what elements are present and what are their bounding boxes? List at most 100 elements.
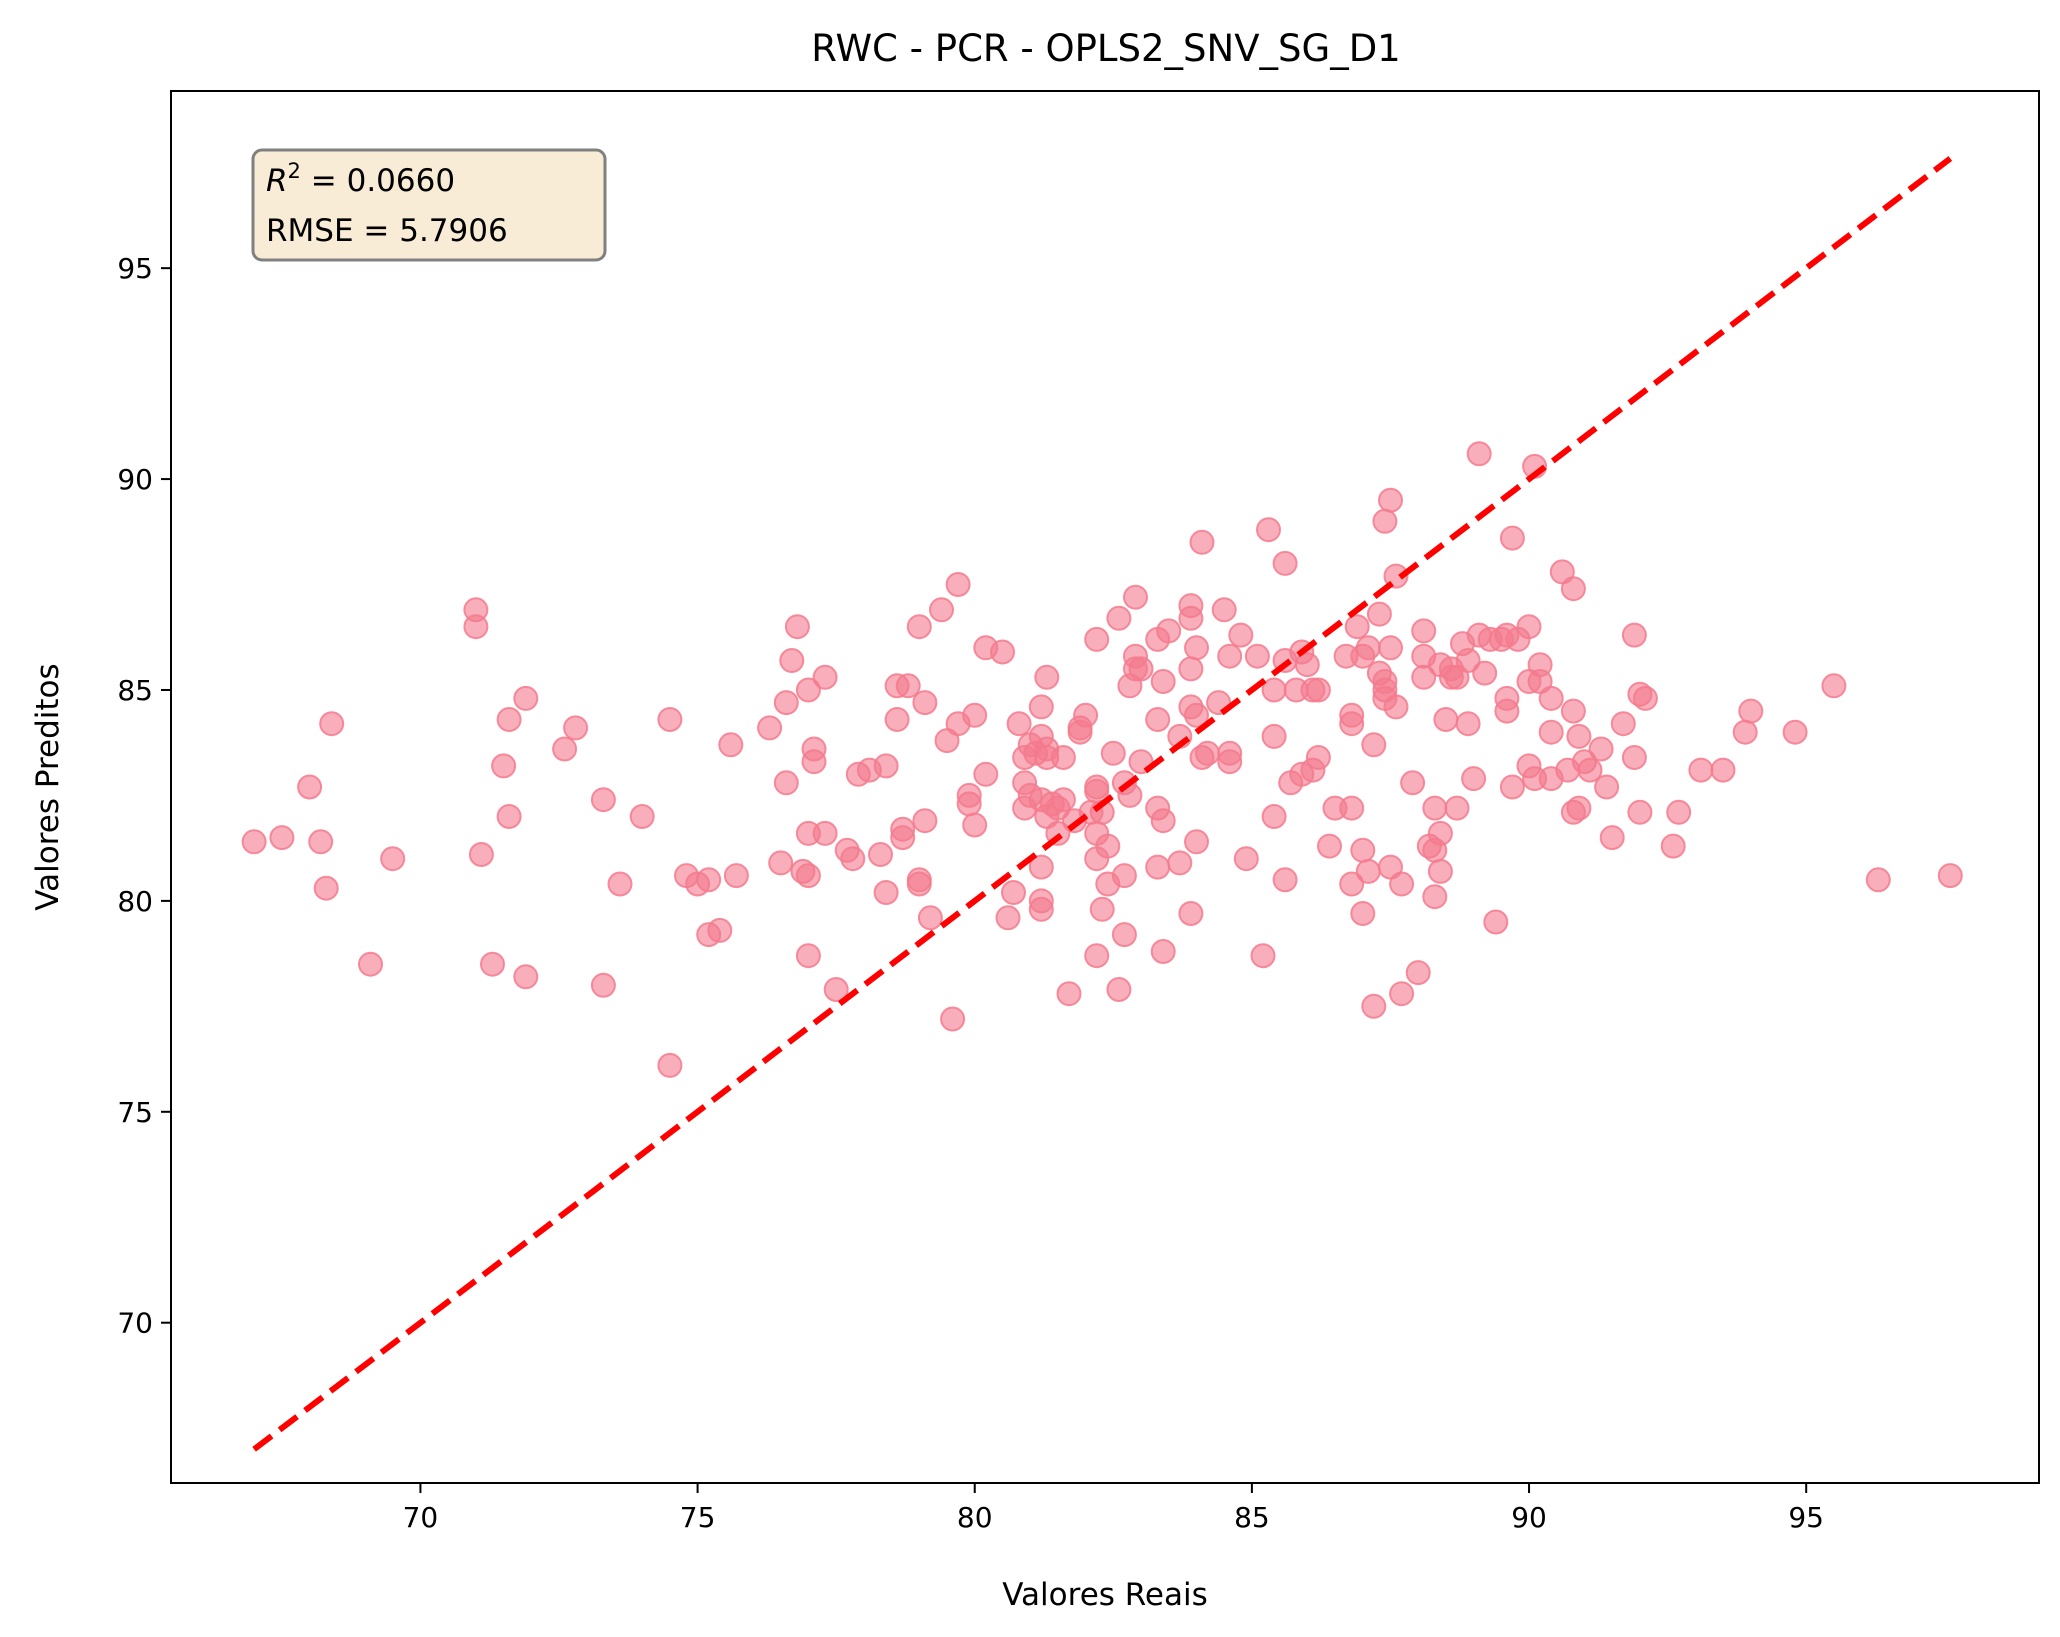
data-point (1588, 736, 1614, 762)
data-point (1494, 685, 1520, 711)
data-point (1821, 673, 1847, 699)
data-point (1350, 837, 1376, 863)
data-point (1184, 635, 1209, 661)
data-point (1378, 635, 1403, 661)
data-point (1389, 981, 1415, 1007)
data-point (1405, 960, 1431, 986)
rmse-text: RMSE = 5.7906 (266, 213, 508, 249)
plot-frame (170, 90, 2040, 1484)
data-point (1244, 643, 1270, 669)
data-point (723, 863, 749, 889)
x-tick-label: 90 (1511, 1501, 1547, 1534)
data-point (906, 867, 932, 893)
x-axis-label: Valores Reais (1002, 1577, 1208, 1613)
chart-title: RWC - PCR - OPLS2_SNV_SG_D1 (811, 27, 1400, 70)
data-point (917, 905, 943, 931)
data-point (801, 736, 827, 762)
data-point (890, 816, 916, 842)
data-point (480, 951, 505, 977)
data-point (1688, 757, 1714, 783)
data-point (1483, 909, 1509, 935)
data-point (1538, 685, 1564, 711)
data-point (491, 753, 517, 779)
data-point (1865, 867, 1891, 893)
data-point (1184, 829, 1209, 855)
data-point (1350, 901, 1376, 926)
data-point (496, 804, 522, 829)
data-point (1256, 517, 1281, 543)
data-point (1466, 441, 1492, 467)
data-point (868, 842, 893, 867)
data-point (1594, 774, 1620, 800)
data-point (1499, 525, 1525, 551)
data-point (795, 677, 821, 703)
y-tick-label: 85 (117, 674, 153, 707)
data-point (884, 707, 910, 732)
reference-line (252, 156, 1953, 1452)
data-point (1145, 854, 1171, 880)
data-point (812, 664, 838, 690)
data-point (1527, 652, 1553, 678)
data-point (1339, 871, 1365, 897)
data-point (1217, 740, 1243, 766)
data-point (1566, 723, 1592, 749)
data-point (1073, 702, 1099, 728)
data-point (241, 829, 267, 855)
y-tick-label: 90 (117, 463, 153, 496)
data-point (657, 1052, 683, 1078)
data-point (990, 639, 1015, 665)
data-point (1389, 871, 1415, 897)
data-point (1400, 770, 1426, 796)
y-axis: 70 75 80 85 90 95 (117, 252, 171, 1340)
data-point (1621, 622, 1647, 648)
data-point (707, 917, 733, 943)
data-point (779, 648, 805, 673)
data-point (1339, 795, 1365, 821)
data-point (1294, 652, 1320, 678)
data-point (696, 867, 722, 893)
data-point (912, 690, 938, 716)
data-point (1361, 732, 1387, 758)
data-point (1156, 618, 1182, 644)
data-point (1372, 669, 1398, 694)
data-point (1660, 833, 1686, 859)
data-point (895, 673, 921, 699)
data-point (468, 842, 494, 867)
data-point (1339, 711, 1365, 737)
data-point (940, 1006, 966, 1032)
data-point (1050, 745, 1076, 770)
data-point (773, 690, 799, 716)
x-tick-label: 75 (680, 1501, 716, 1534)
data-point (1084, 626, 1110, 652)
data-point (1095, 833, 1121, 859)
data-point (308, 829, 334, 855)
data-point (1355, 858, 1381, 884)
data-point (1111, 863, 1137, 889)
data-point (1560, 576, 1586, 602)
data-point (1461, 766, 1487, 792)
data-point (590, 787, 616, 813)
data-point (1344, 614, 1370, 640)
data-point (1195, 740, 1220, 766)
data-point (1261, 723, 1287, 749)
r2-value: = 0.0660 (301, 163, 455, 199)
r2-superscript: 2 (288, 159, 301, 183)
data-point (1106, 977, 1132, 1002)
data-point (358, 951, 383, 977)
data-point (1084, 943, 1110, 969)
data-point (1621, 745, 1647, 770)
data-point (1028, 694, 1054, 720)
data-point (1305, 745, 1331, 770)
data-point (1577, 757, 1603, 783)
r2-text: R2 = 0.0660 (266, 159, 455, 199)
data-point (757, 715, 783, 741)
data-point (1366, 601, 1392, 627)
data-point (1106, 605, 1132, 631)
data-point (840, 846, 866, 872)
data-point (1228, 622, 1254, 648)
data-point (1217, 643, 1243, 669)
data-point (1178, 901, 1204, 926)
data-point (496, 707, 522, 732)
data-point (1111, 922, 1137, 948)
